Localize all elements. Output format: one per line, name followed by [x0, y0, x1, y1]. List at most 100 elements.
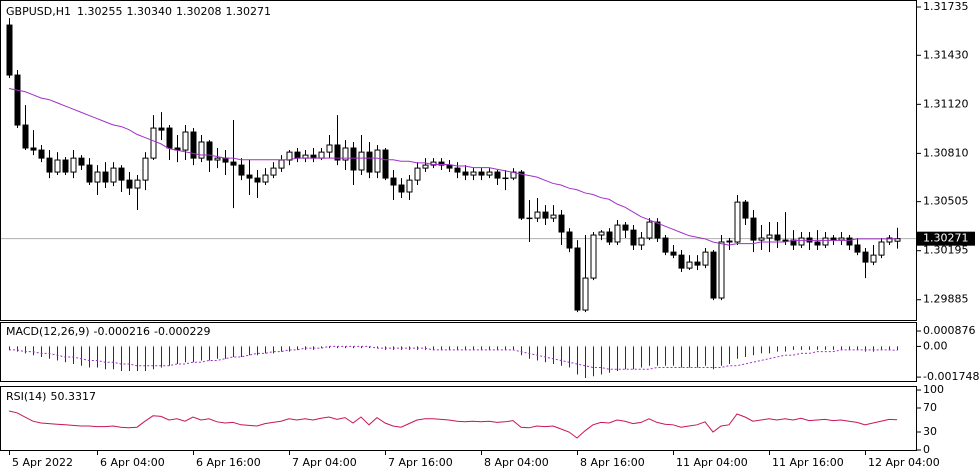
candle-body	[886, 237, 893, 243]
candle-body	[14, 74, 21, 126]
candle-body	[854, 244, 861, 253]
candle-body	[862, 251, 869, 263]
candle-body	[798, 237, 805, 246]
candle-body	[470, 171, 477, 176]
candle-body	[54, 159, 61, 173]
candle-body	[822, 237, 829, 246]
candle-body	[158, 127, 165, 131]
candle-body	[366, 151, 373, 173]
candle-body	[582, 277, 589, 311]
candle-body	[278, 159, 285, 169]
candle-body	[614, 224, 621, 243]
candle-body	[838, 237, 845, 241]
macd-signal	[9, 345, 898, 370]
candle-body	[606, 231, 613, 243]
candle-body	[334, 144, 341, 161]
candle-body	[142, 157, 149, 181]
candle-body	[734, 201, 741, 243]
candle-body	[526, 217, 533, 220]
candle-body	[326, 144, 333, 153]
candle-body	[422, 164, 429, 169]
signal-value: -0.000229	[154, 325, 210, 338]
x-tick-label: 11 Apr 04:00	[676, 456, 748, 469]
candle-body	[542, 211, 549, 219]
candle-body	[30, 147, 37, 151]
candle-body	[462, 171, 469, 176]
candle-body	[262, 174, 269, 183]
candle-body	[46, 157, 53, 173]
candle-body	[166, 127, 173, 149]
candle-body	[678, 254, 685, 269]
candle-body	[182, 131, 189, 151]
candle-body	[134, 179, 141, 189]
candle-body	[390, 177, 397, 186]
candle-body	[814, 241, 821, 246]
y-tick-label: 70	[923, 401, 937, 414]
rsi-panel	[0, 386, 917, 451]
candle-body	[150, 127, 157, 159]
candle-body	[574, 247, 581, 311]
candle-body	[662, 237, 669, 253]
candle-body	[102, 171, 109, 183]
candle-body	[478, 171, 485, 176]
candle-body	[486, 171, 493, 176]
candle-body	[222, 157, 229, 163]
candle-body	[774, 234, 781, 241]
x-tick-label: 8 Apr 04:00	[484, 456, 549, 469]
x-tick-label: 6 Apr 04:00	[100, 456, 165, 469]
price-panel	[0, 0, 917, 321]
x-tick-label: 8 Apr 16:00	[580, 456, 645, 469]
y-tick-label: 0.000876	[923, 324, 976, 337]
candle-body	[878, 241, 885, 256]
candle-body	[758, 237, 765, 241]
x-tick-label: 7 Apr 16:00	[388, 456, 453, 469]
y-tick-label: 1.29885	[923, 293, 969, 306]
candle-body	[214, 157, 221, 161]
candle-body	[870, 254, 877, 263]
candle-body	[78, 157, 85, 166]
candle-body	[198, 141, 205, 159]
candle-body	[110, 167, 117, 183]
candle-body	[318, 151, 325, 159]
candle-body	[230, 161, 237, 166]
candle-body	[558, 214, 565, 233]
candle-body	[766, 234, 773, 239]
candle-body	[598, 231, 605, 236]
high-label: 1.30340	[126, 5, 172, 18]
rsi-value: 50.3317	[50, 390, 96, 403]
y-tick-label: 0	[923, 443, 930, 456]
last-price-label: 1.30271	[923, 232, 969, 245]
candle-body	[414, 167, 421, 181]
candle-body	[382, 149, 389, 179]
candle-body	[126, 179, 133, 189]
candle-body	[238, 164, 245, 176]
x-tick-label: 12 Apr 04:00	[868, 456, 940, 469]
candle-body	[750, 217, 757, 241]
candle-body	[206, 141, 213, 161]
candle-body	[342, 147, 349, 161]
candle-body	[894, 238, 901, 242]
candle-body	[550, 214, 557, 219]
candle-body	[454, 167, 461, 173]
x-tick-label: 5 Apr 2022	[12, 456, 73, 469]
rsi-title: RSI(14)	[6, 390, 46, 403]
symbol: GBPUSD,H1	[6, 5, 71, 18]
candle-body	[718, 241, 725, 299]
last-price-box	[917, 231, 975, 246]
candle-body	[638, 237, 645, 246]
x-tick-label: 11 Apr 16:00	[772, 456, 844, 469]
candle-body	[726, 240, 733, 243]
x-tick-label: 7 Apr 04:00	[292, 456, 357, 469]
candle-body	[70, 157, 77, 173]
candle-body	[294, 151, 301, 159]
x-tick-label: 6 Apr 16:00	[196, 456, 261, 469]
candle-body	[830, 237, 837, 241]
candle-body	[62, 159, 69, 173]
y-tick-label: 1.30505	[923, 195, 969, 208]
close-label: 1.30271	[225, 5, 271, 18]
candle-body	[534, 211, 541, 219]
candle-body	[94, 171, 101, 183]
candle-body	[38, 149, 45, 159]
y-tick-label: 1.30195	[923, 244, 969, 257]
